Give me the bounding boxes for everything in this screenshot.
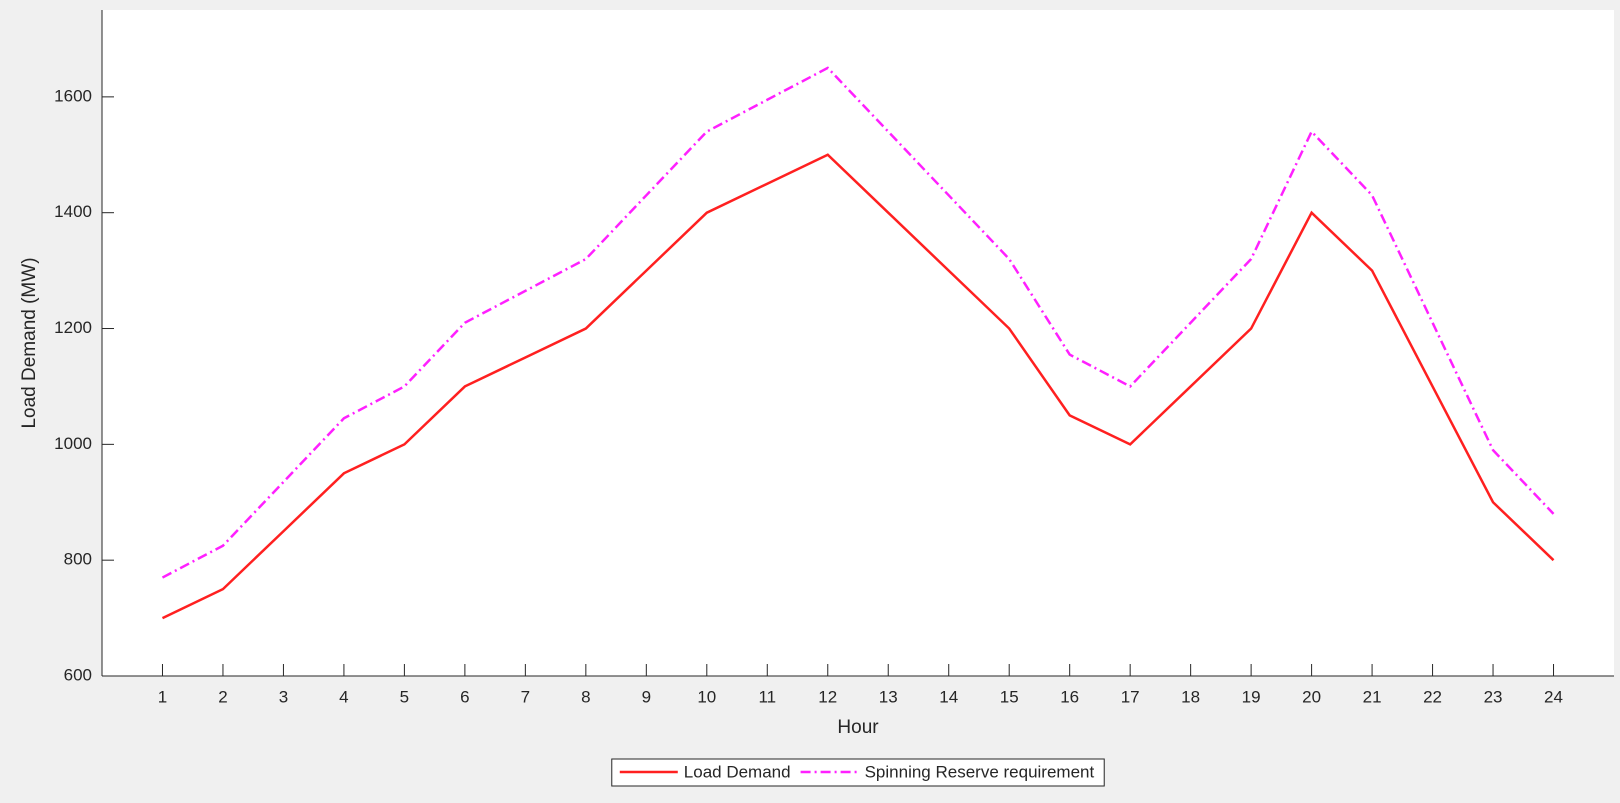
series-line — [161, 66, 1555, 579]
x-tick-label: 16 — [1060, 687, 1079, 706]
plot-area — [102, 10, 1614, 676]
y-tick-label: 1200 — [54, 318, 92, 337]
legend-label: Spinning Reserve requirement — [865, 762, 1095, 781]
x-tick-label: 10 — [697, 687, 716, 706]
x-tick-label: 11 — [758, 687, 776, 706]
x-axis-label: Hour — [837, 717, 879, 738]
x-tick-label: 15 — [1000, 687, 1019, 706]
x-tick-label: 24 — [1544, 687, 1563, 706]
x-tick-label: 1 — [158, 687, 167, 706]
x-tick-label: 12 — [818, 687, 837, 706]
y-tick-label: 1600 — [54, 86, 92, 105]
x-tick-label: 6 — [460, 687, 469, 706]
x-tick-label: 14 — [939, 687, 958, 706]
x-tick-label: 23 — [1484, 687, 1503, 706]
x-tick-label: 21 — [1363, 687, 1382, 706]
x-tick-label: 17 — [1121, 687, 1140, 706]
x-tick-label: 4 — [339, 687, 348, 706]
x-tick-label: 2 — [218, 687, 227, 706]
y-tick-label: 1400 — [54, 202, 92, 221]
x-tick-label: 13 — [879, 687, 898, 706]
x-tick-label: 8 — [581, 687, 590, 706]
x-tick-label: 5 — [400, 687, 409, 706]
x-tick-label: 20 — [1302, 687, 1321, 706]
y-axis-label: Load Demand (MW) — [19, 257, 40, 428]
series-line — [161, 153, 1555, 620]
x-tick-label: 19 — [1242, 687, 1261, 706]
y-tick-label: 1000 — [54, 434, 92, 453]
x-tick-label: 22 — [1423, 687, 1442, 706]
y-tick-label: 800 — [64, 550, 92, 569]
y-tick-label: 600 — [64, 665, 92, 684]
legend-box — [611, 758, 1105, 787]
x-tick-label: 9 — [642, 687, 651, 706]
x-tick-label: 3 — [279, 687, 288, 706]
x-tick-label: 18 — [1181, 687, 1200, 706]
x-tick-label: 7 — [521, 687, 530, 706]
legend-label: Load Demand — [684, 762, 791, 781]
